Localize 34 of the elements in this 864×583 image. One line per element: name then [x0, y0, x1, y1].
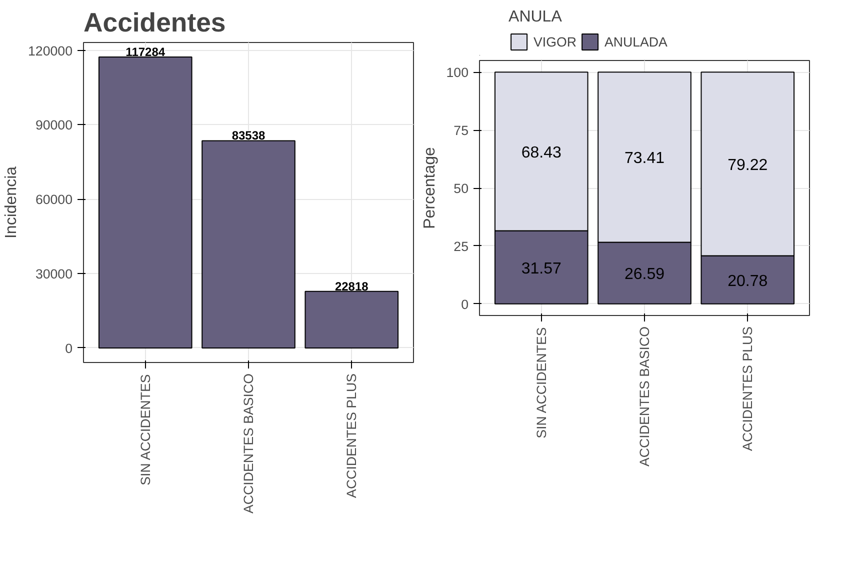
y-tick-label: 90000: [35, 118, 72, 133]
data-label: 26.59: [624, 266, 665, 284]
data-label: 79.22: [728, 156, 768, 174]
bar: [304, 290, 399, 348]
y-tick-label: 0: [461, 296, 469, 312]
x-tick-label: SIN ACCIDENTES: [534, 327, 549, 438]
chart-title: Accidentes: [84, 8, 226, 38]
legend-label: ANULADA: [604, 34, 668, 49]
bar: [202, 140, 296, 348]
y-axis-title: Incidencia: [3, 166, 20, 239]
y-tick-label: 25: [454, 238, 469, 254]
legend-title: ANULA: [508, 8, 563, 26]
data-label: 31.57: [521, 260, 562, 278]
y-tick-label: 120000: [28, 43, 73, 58]
bar: [98, 56, 192, 348]
y-tick-label: 60000: [35, 192, 72, 208]
x-tick-label: SIN ACCIDENTES: [138, 374, 153, 486]
y-tick-label: 50: [454, 181, 469, 196]
x-tick-label: ACCIDENTES BASICO: [241, 373, 256, 514]
legend-label: VIGOR: [534, 34, 576, 49]
x-tick-label: ACCIDENTES PLUS: [344, 373, 360, 498]
data-label: 117284: [126, 45, 166, 60]
data-label: 73.41: [624, 150, 665, 168]
data-label: 68.43: [521, 144, 562, 162]
y-tick-label: 100: [446, 65, 469, 80]
y-tick-label: 0: [65, 340, 73, 356]
data-label: 20.78: [728, 272, 768, 290]
x-tick-label: ACCIDENTES PLUS: [740, 326, 756, 451]
data-label: 22818: [334, 279, 369, 294]
x-tick-label: ACCIDENTES BASICO: [637, 326, 652, 466]
y-tick-label: 30000: [35, 266, 72, 282]
y-tick-label: 75: [454, 123, 469, 138]
y-axis-title: Percentage: [421, 146, 438, 229]
data-label: 83538: [232, 128, 266, 143]
